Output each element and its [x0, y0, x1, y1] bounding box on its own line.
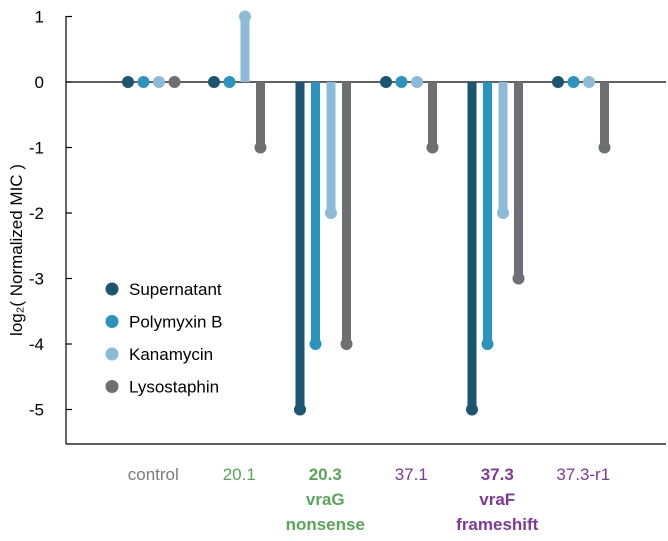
lollipop-dot-polymyxin-b — [395, 76, 408, 88]
lollipop-dot-kanamycin — [239, 10, 251, 23]
y-tick-label: -5 — [29, 401, 44, 420]
y-axis-label: log₂( Normalized MIC ) — [7, 164, 26, 336]
category-label: 37.3-r1 — [556, 465, 610, 484]
category-sublabel: vraF — [479, 490, 515, 509]
lollipop-dot-supernatant — [466, 403, 478, 416]
legend-marker — [105, 347, 119, 361]
lollipop-dot-lysostaphin — [340, 338, 353, 350]
lollipop-dot-supernatant — [294, 403, 306, 416]
category-sublabel: vraG — [306, 490, 345, 509]
legend-label: Polymyxin B — [129, 313, 223, 332]
category-label: 37.3 — [481, 465, 514, 484]
lollipop-dot-lysostaphin — [168, 76, 181, 88]
lollipop-dot-polymyxin-b — [137, 76, 150, 88]
category-label: 37.1 — [395, 465, 428, 484]
legend-marker — [105, 282, 119, 296]
lollipop-dot-lysostaphin — [254, 141, 267, 154]
lollipop-dot-lysostaphin — [426, 141, 439, 154]
legend-marker — [105, 315, 119, 328]
lollipop-dot-polymyxin-b — [567, 76, 580, 88]
lollipop-dot-polymyxin-b — [481, 338, 494, 350]
y-tick-label: 1 — [35, 8, 44, 27]
lollipop-dot-lysostaphin — [512, 272, 525, 285]
legend-marker — [105, 380, 119, 393]
y-tick-label: -4 — [29, 335, 44, 354]
category-label: 20.1 — [223, 465, 256, 484]
y-tick-label: -1 — [29, 139, 44, 158]
legend: Supernatant Polymyxin B Kanamycin Lysostaph… — [105, 280, 223, 397]
y-axis: 1 0 -1 -2 -3 -4 -5 — [29, 8, 666, 445]
lollipop-dot-supernatant — [208, 76, 220, 88]
lollipop-dot-supernatant — [122, 76, 134, 88]
category-sublabel: frameshift — [456, 515, 539, 534]
y-tick-label: -2 — [29, 204, 44, 223]
legend-label: Lysostaphin — [129, 378, 219, 397]
category-sublabel: nonsense — [286, 515, 365, 534]
lollipop-dot-kanamycin — [411, 76, 423, 88]
y-tick-label: -3 — [29, 270, 44, 289]
category-label: 20.3 — [309, 465, 342, 484]
y-tick-label: 0 — [35, 73, 44, 92]
lollipop-dot-lysostaphin — [598, 141, 611, 154]
plot-area — [66, 10, 666, 416]
lollipop-dot-kanamycin — [583, 76, 595, 88]
lollipop-dot-kanamycin — [153, 76, 165, 88]
legend-label: Kanamycin — [129, 345, 213, 364]
lollipop-dot-supernatant — [380, 76, 392, 88]
category-label: control — [128, 465, 179, 484]
legend-label: Supernatant — [129, 280, 222, 299]
x-axis-labels: control 20.1 20.3 vraG nonsense 37.1 37.3 vraF f… — [128, 465, 610, 534]
lollipop-dot-kanamycin — [497, 207, 509, 219]
lollipop-dot-polymyxin-b — [309, 338, 322, 350]
lollipop-dot-kanamycin — [325, 207, 337, 219]
lollipop-dot-supernatant — [552, 76, 564, 88]
lollipop-dot-polymyxin-b — [223, 76, 236, 88]
